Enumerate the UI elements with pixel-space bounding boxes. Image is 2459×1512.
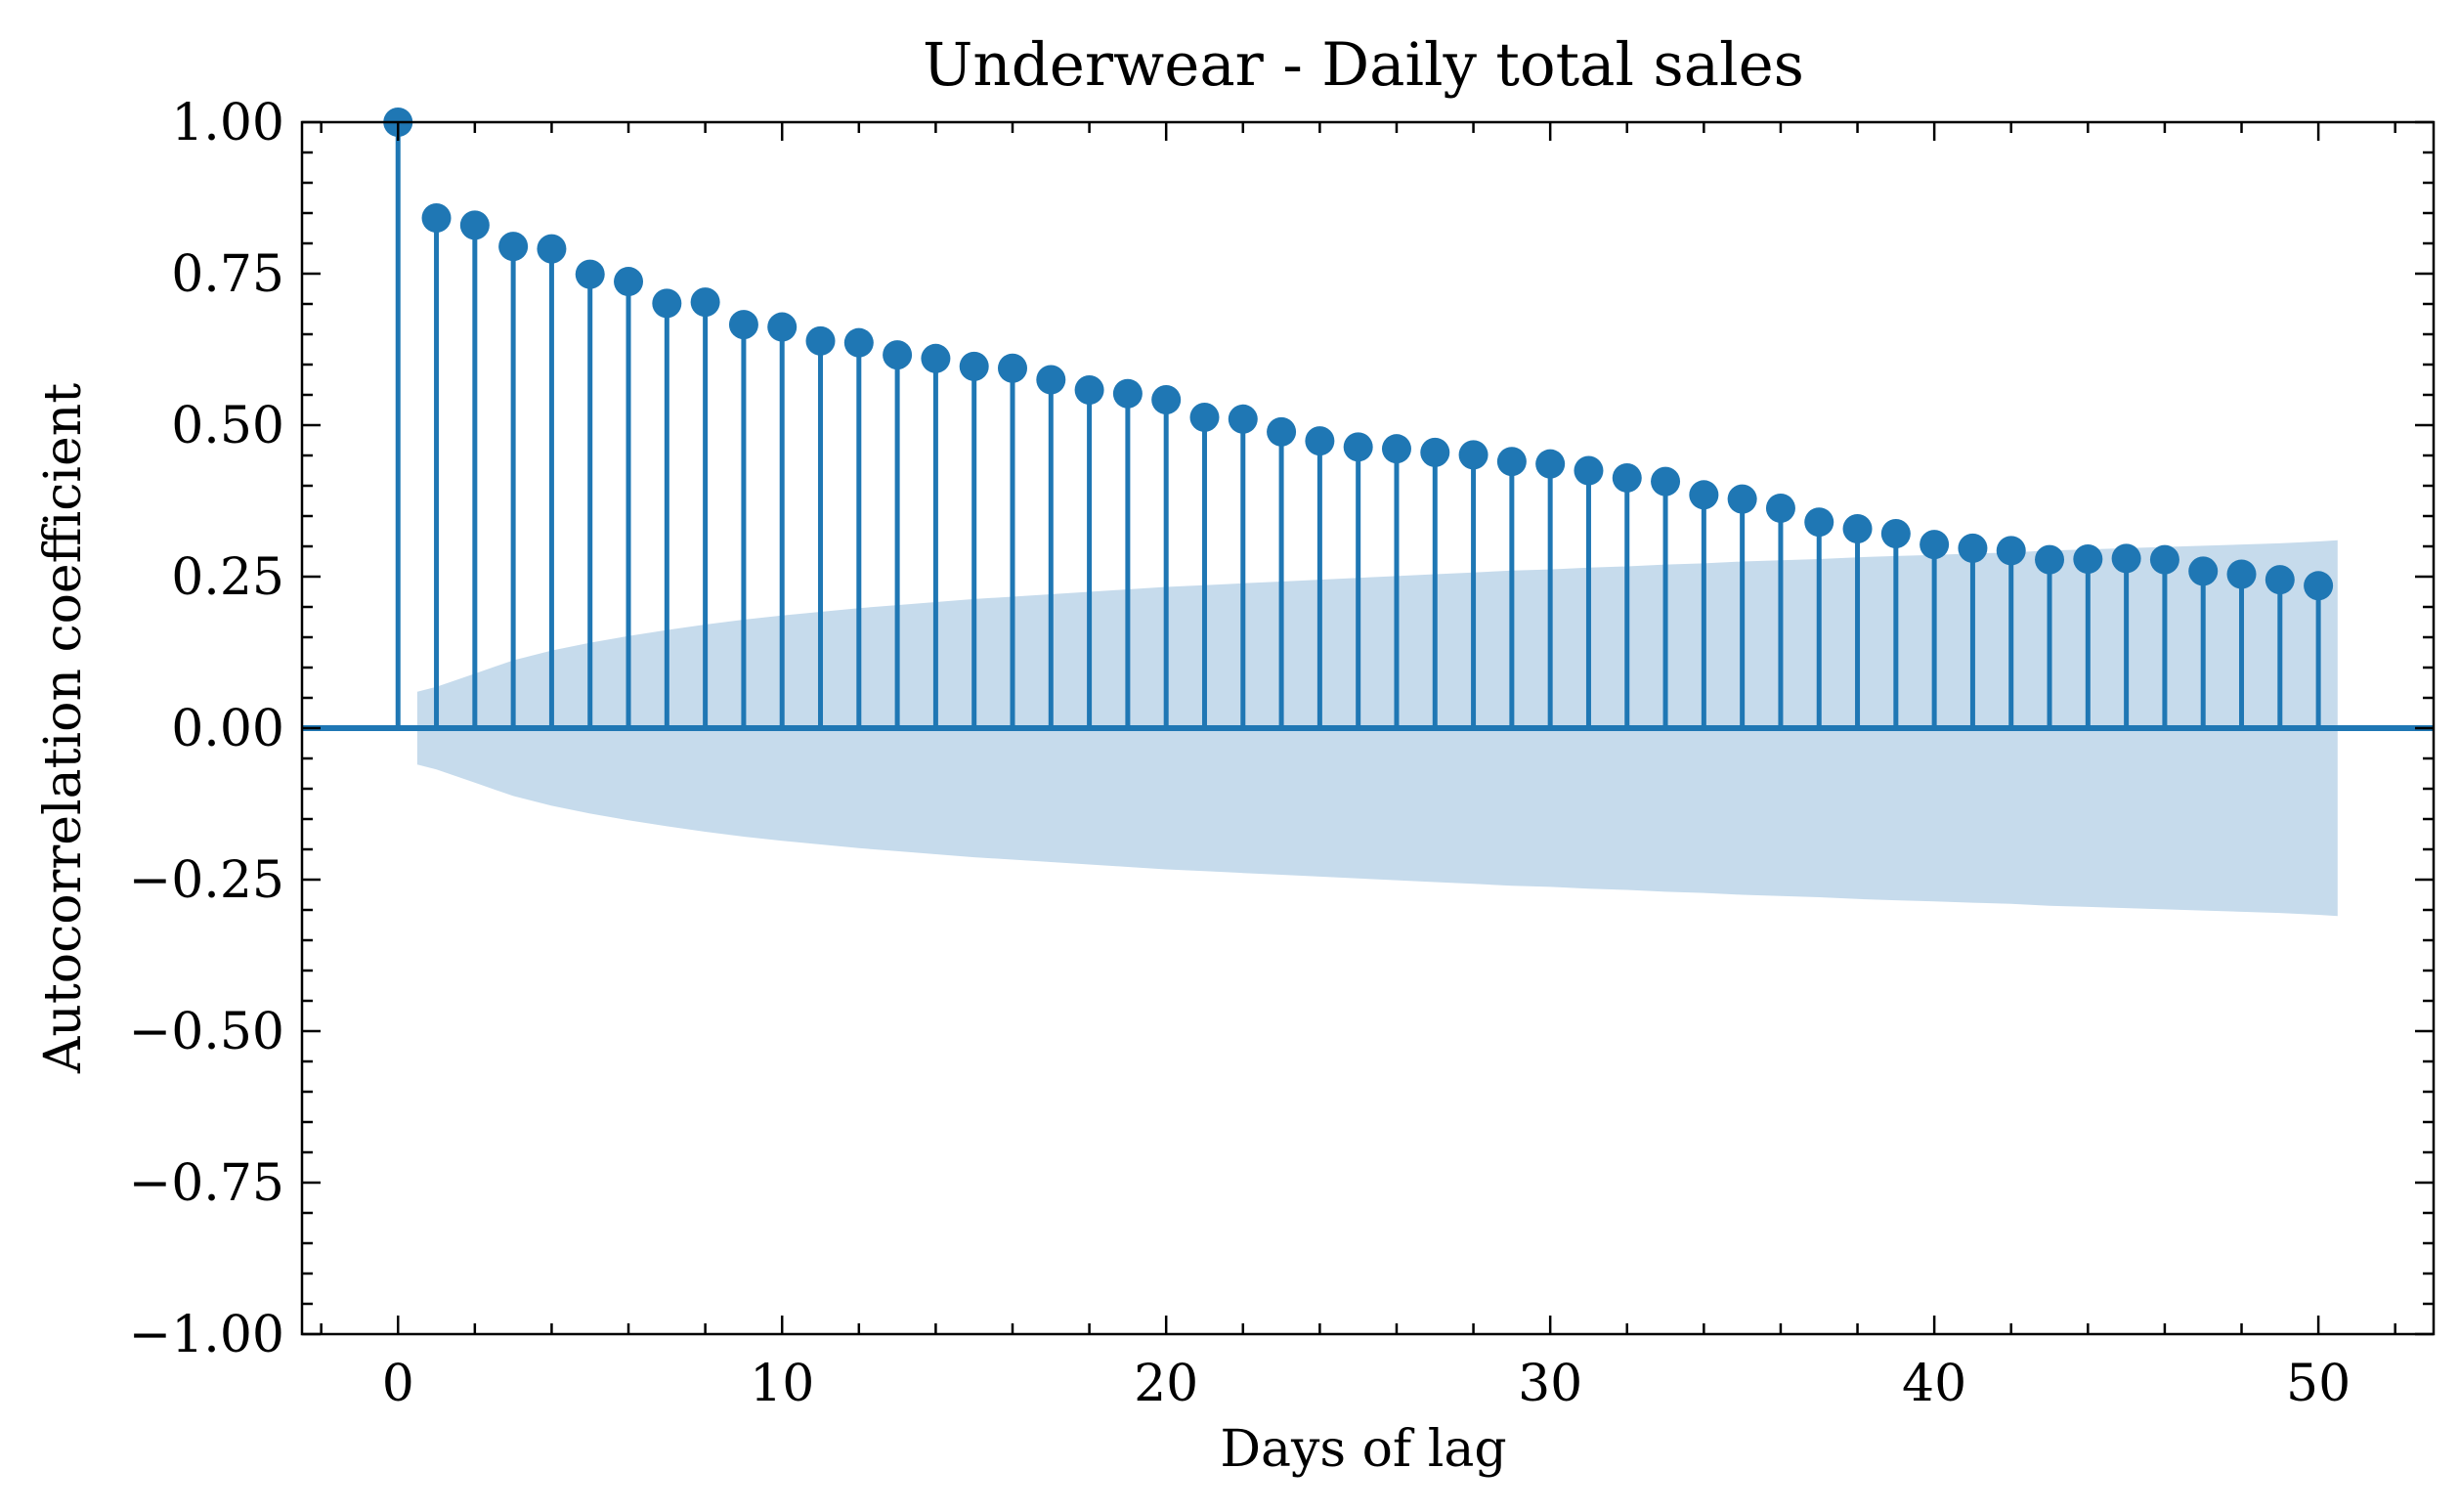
acf-point-lag-37 [1804, 507, 1834, 538]
x-tick-label: 40 [1902, 1355, 1966, 1413]
acf-point-lag-8 [690, 287, 720, 318]
y-tick-label: 1.00 [171, 94, 284, 152]
acf-point-lag-38 [1842, 514, 1873, 544]
acf-point-lag-34 [1689, 480, 1719, 510]
acf-point-lag-1 [421, 202, 452, 233]
acf-point-lag-14 [921, 343, 951, 373]
y-tick-label: 0.25 [171, 548, 284, 607]
acf-point-lag-40 [1920, 530, 1950, 560]
y-tick-label: −0.50 [129, 1003, 284, 1061]
x-axis-label: Days of lag [1220, 1420, 1506, 1479]
acf-point-lag-10 [767, 312, 798, 342]
acf-point-lag-22 [1228, 404, 1258, 434]
x-tick-label: 0 [382, 1355, 414, 1413]
acf-point-lag-20 [1151, 384, 1182, 414]
y-tick-label: −0.25 [129, 851, 284, 910]
acf-point-lag-43 [2035, 544, 2065, 575]
x-tick-label: 30 [1518, 1355, 1582, 1413]
acf-point-lag-12 [843, 327, 874, 358]
acf-point-lag-13 [883, 340, 913, 370]
acf-point-lag-46 [2149, 544, 2179, 575]
acf-point-lag-11 [805, 325, 836, 356]
acf-point-lag-48 [2226, 559, 2257, 589]
acf-point-lag-31 [1574, 455, 1604, 486]
acf-point-lag-41 [1958, 533, 1988, 563]
acf-point-lag-44 [2073, 544, 2103, 575]
acf-point-lag-26 [1381, 434, 1411, 464]
acf-point-lag-17 [1036, 365, 1066, 395]
acf-point-lag-39 [1880, 518, 1911, 548]
acf-point-lag-21 [1189, 402, 1220, 432]
acf-point-lag-49 [2265, 565, 2295, 595]
acf-point-lag-42 [1996, 536, 2026, 566]
x-tick-label: 20 [1134, 1355, 1198, 1413]
acf-point-lag-28 [1458, 440, 1488, 470]
y-tick-label: −0.75 [129, 1154, 284, 1213]
acf-point-lag-25 [1343, 432, 1373, 462]
plot-frame [300, 120, 2436, 1336]
acf-point-lag-9 [728, 310, 758, 340]
acf-point-lag-19 [1112, 378, 1143, 409]
y-tick-label: −1.00 [129, 1306, 284, 1364]
y-tick-label: 0.75 [171, 245, 284, 304]
acf-point-lag-24 [1305, 426, 1335, 456]
y-axis-label: Autocorrelation coefficient [34, 383, 93, 1074]
x-tick-labels: 0 10 20 30 40 50 [382, 1355, 2351, 1413]
y-tick-label: 0.00 [171, 700, 284, 758]
acf-point-lag-7 [652, 288, 682, 319]
acf-point-lag-50 [2304, 571, 2334, 601]
acf-point-lag-18 [1074, 375, 1104, 406]
acf-point-lag-15 [959, 351, 989, 381]
acf-point-lag-6 [614, 267, 644, 297]
acf-point-lag-29 [1496, 447, 1527, 477]
axis-ticks [302, 120, 2434, 1336]
acf-point-lag-5 [575, 259, 605, 289]
acf-point-lag-27 [1420, 437, 1450, 467]
stem-series [383, 108, 2334, 728]
acf-point-lag-36 [1765, 493, 1795, 523]
x-tick-label: 50 [2286, 1355, 2351, 1413]
acf-point-lag-33 [1651, 466, 1681, 497]
acf-point-lag-16 [998, 353, 1027, 383]
acf-point-lag-47 [2188, 556, 2219, 586]
acf-point-lag-4 [537, 234, 567, 264]
x-tick-label: 10 [750, 1355, 814, 1413]
acf-point-lag-45 [2111, 543, 2141, 574]
acf-point-lag-23 [1267, 416, 1297, 447]
chart-title: Underwear - Daily total sales [923, 30, 1804, 100]
acf-point-lag-32 [1612, 462, 1642, 493]
acf-point-lag-30 [1535, 449, 1566, 479]
acf-point-lag-35 [1727, 484, 1757, 514]
acf-point-lag-2 [459, 210, 490, 240]
y-tick-label: 0.50 [171, 397, 284, 455]
y-tick-labels: −1.00 −0.75 −0.50 −0.25 0.00 0.25 0.50 0.75 1.00 [129, 94, 284, 1364]
acf-point-lag-3 [498, 232, 529, 262]
